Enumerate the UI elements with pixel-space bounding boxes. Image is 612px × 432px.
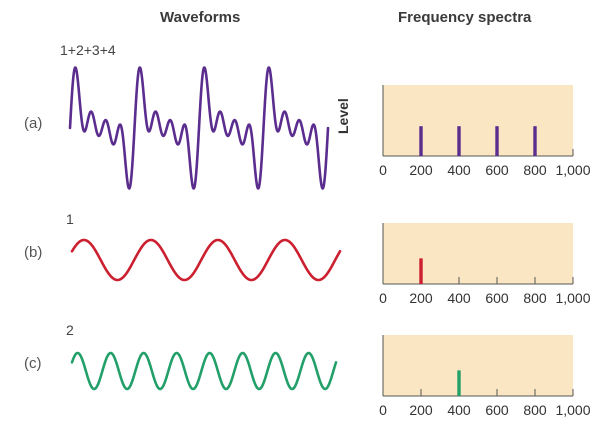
spectrum-a-bar xyxy=(419,126,423,156)
spectrum-c: 0 200 400 600 800 1,000 xyxy=(379,335,591,418)
waveform-b xyxy=(70,238,342,282)
spectrum-b-tick-label: 800 xyxy=(523,290,547,306)
spectrum-c-tick-label: 600 xyxy=(485,402,509,418)
wave-label-c: 2 xyxy=(66,322,74,338)
spectrum-b-background xyxy=(383,223,573,284)
spectrum-a-bar xyxy=(457,126,461,156)
waveform-a-line xyxy=(68,66,330,190)
spectrum-a: 0 200 400 600 800 1,000 xyxy=(379,85,591,178)
row-label-a: (a) xyxy=(24,115,43,132)
wave-label-a: 1+2+3+4 xyxy=(60,42,116,58)
spectrum-a-tick-label: 1,000 xyxy=(555,162,590,178)
spectrum-c-tick-label: 200 xyxy=(409,402,433,418)
row-label-b: (b) xyxy=(24,244,43,261)
waveforms-header: Waveforms xyxy=(160,9,241,26)
spectrum-a-tick-label: 400 xyxy=(447,162,471,178)
spectrum-b: 0 200 400 600 800 1,000 xyxy=(379,223,591,306)
spectrum-a-tick-label: 600 xyxy=(485,162,509,178)
spectrum-c-background xyxy=(383,335,573,396)
spectrum-b-bar xyxy=(419,258,423,284)
spectrum-a-bar xyxy=(533,126,537,156)
wave-label-b: 1 xyxy=(66,211,74,227)
waveform-a xyxy=(68,66,330,190)
row-label-c: (c) xyxy=(24,355,42,372)
frequency-spectra-header: Frequency spectra xyxy=(398,9,532,26)
spectrum-a-tick-label: 200 xyxy=(409,162,433,178)
spectrum-c-tick-label: 400 xyxy=(447,402,471,418)
spectrum-c-bar xyxy=(457,370,461,396)
spectrum-b-tick-label: 0 xyxy=(379,290,387,306)
waveform-b-line xyxy=(70,238,342,282)
waveform-c-line xyxy=(70,351,338,391)
spectrum-b-tick-label: 200 xyxy=(409,290,433,306)
spectrum-b-tick-label: 1,000 xyxy=(555,290,590,306)
spectrum-c-tick-label: 0 xyxy=(379,402,387,418)
spectrum-c-tick-label: 800 xyxy=(523,402,547,418)
spectrum-a-tick-label: 800 xyxy=(523,162,547,178)
waveform-c xyxy=(70,351,338,391)
spectrum-a-tick-label: 0 xyxy=(379,162,387,178)
spectrum-b-tick-label: 600 xyxy=(485,290,509,306)
spectrum-a-bar xyxy=(495,126,499,156)
spectrum-c-tick-label: 1,000 xyxy=(555,402,590,418)
spectrum-b-tick-label: 400 xyxy=(447,290,471,306)
spectrum-a-background xyxy=(383,85,573,156)
